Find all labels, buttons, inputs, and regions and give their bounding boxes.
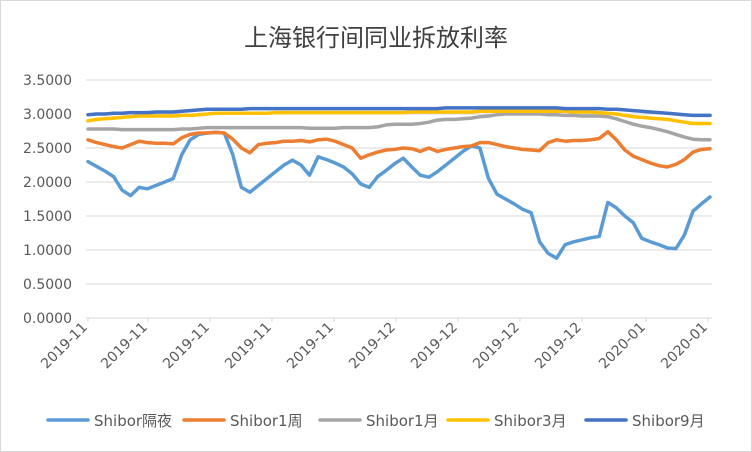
y-tick-label: 1.5000 xyxy=(23,209,72,225)
legend-label: Shibor9月 xyxy=(632,412,705,430)
y-tick-label: 2.5000 xyxy=(23,141,72,157)
y-tick-label: 3.5000 xyxy=(23,73,72,89)
series-line-3 xyxy=(86,112,712,142)
series-line-5 xyxy=(86,106,712,118)
legend-label: Shibor3月 xyxy=(494,412,567,430)
legend-label: Shibor1月 xyxy=(366,412,439,430)
y-tick-label: 3.0000 xyxy=(23,107,72,123)
legend: Shibor隔夜 Shibor1周 Shibor1月 Shibor3月 Shibor9月 xyxy=(46,412,705,430)
y-tick-label: 1.0000 xyxy=(23,243,72,259)
y-axis-ticks: 0.0000 0.5000 1.0000 1.5000 2.0000 2.5000 3.00… xyxy=(23,73,72,327)
y-tick-label: 0.5000 xyxy=(23,277,72,293)
series-line-4 xyxy=(86,109,712,126)
legend-label: Shibor1周 xyxy=(230,412,303,430)
legend-label: Shibor隔夜 xyxy=(94,412,172,430)
chart-title: 上海银行间同业拆放利率 xyxy=(244,24,508,52)
series-line-1 xyxy=(86,130,712,260)
series-lines xyxy=(86,106,712,260)
series-line-2 xyxy=(86,129,712,169)
y-tick-label: 0.0000 xyxy=(23,311,72,327)
y-tick-label: 2.0000 xyxy=(23,175,72,191)
